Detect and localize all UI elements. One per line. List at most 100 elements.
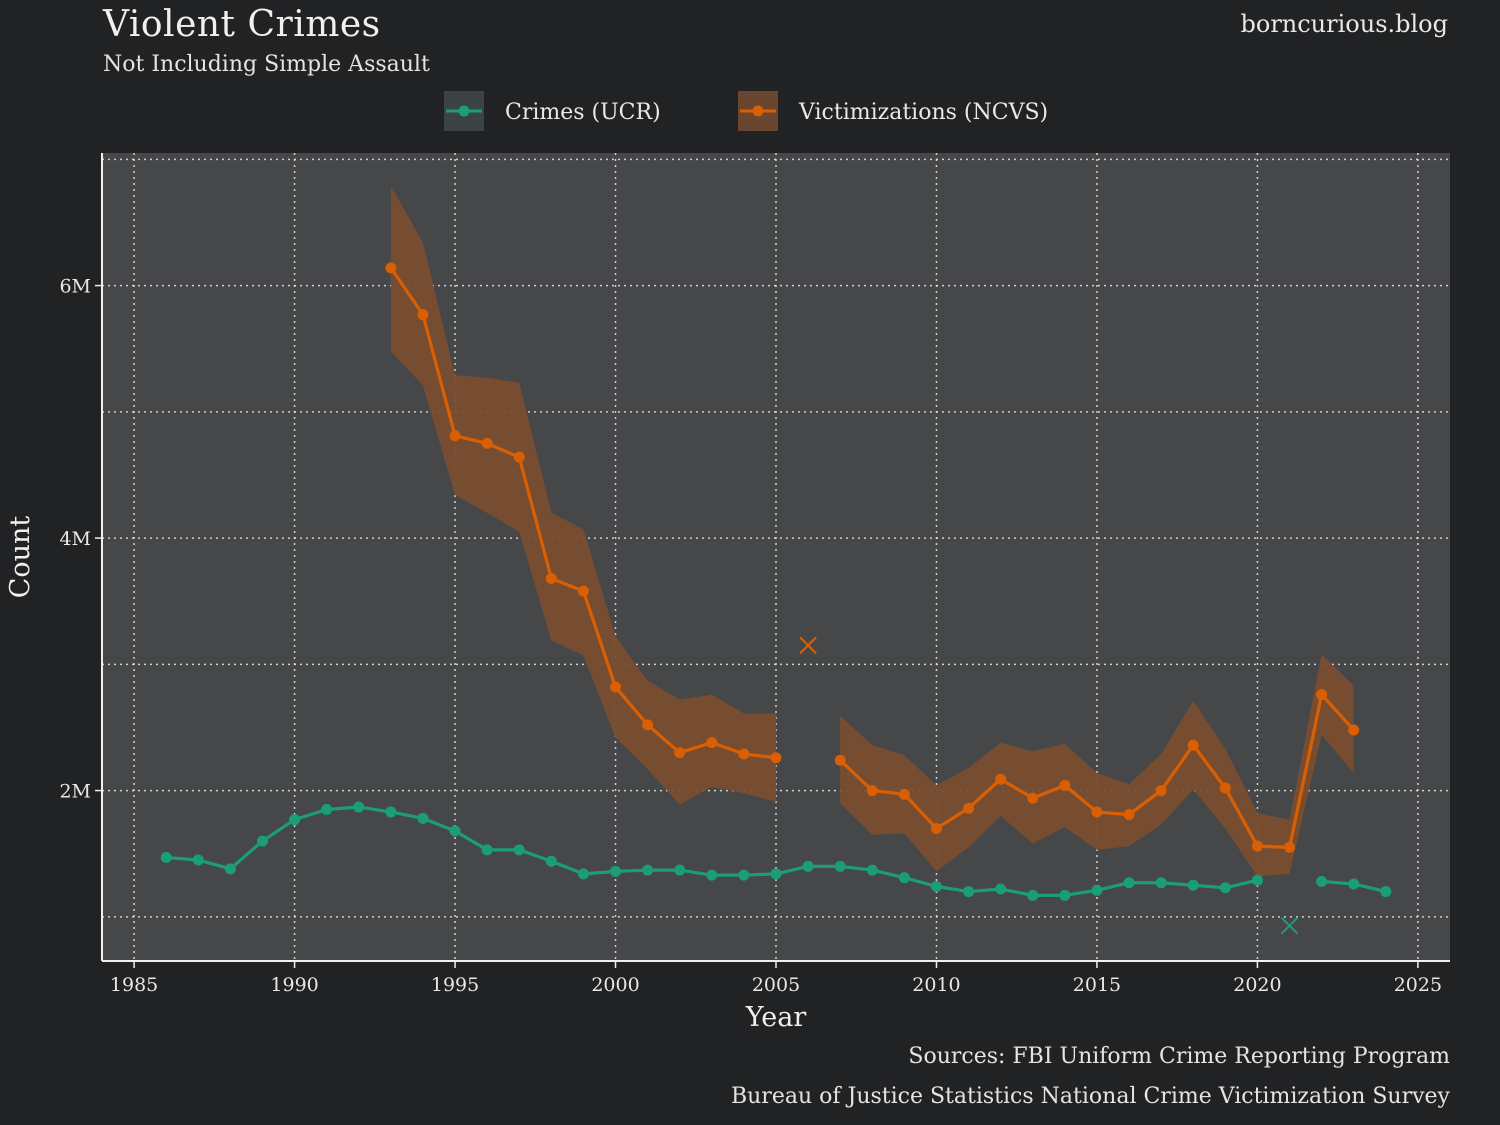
data-point-0-2020 <box>1251 874 1263 886</box>
series-points <box>160 262 1392 935</box>
data-point-1-2010 <box>930 822 942 834</box>
data-point-1-2005 <box>770 752 782 764</box>
data-point-1-2023 <box>1348 724 1360 736</box>
data-point-0-2006 <box>802 860 814 872</box>
data-point-0-1995 <box>449 825 461 837</box>
legend: Crimes (UCR) Victimizations (NCVS) <box>444 91 1048 131</box>
data-point-0-2005 <box>770 868 782 880</box>
data-point-0-1987 <box>192 854 204 866</box>
chart-title: Violent Crimes <box>103 4 381 45</box>
data-point-0-2000 <box>610 865 622 877</box>
x-tick-label-1995: 1995 <box>431 974 479 996</box>
y-axis-title: Count <box>5 516 36 599</box>
x-tick-label-2015: 2015 <box>1073 974 1121 996</box>
data-point-0-1990 <box>289 814 301 826</box>
data-point-0-2015 <box>1091 884 1103 896</box>
data-point-0-2019 <box>1219 882 1231 894</box>
data-point-0-1988 <box>224 863 236 875</box>
data-point-0-2001 <box>642 864 654 876</box>
data-point-0-2010 <box>930 881 942 893</box>
data-point-1-2012 <box>995 773 1007 785</box>
data-point-1-1997 <box>513 451 525 463</box>
data-point-0-2002 <box>674 864 686 876</box>
legend-label: Victimizations (NCVS) <box>798 100 1048 125</box>
data-point-1-2011 <box>963 802 975 814</box>
data-point-0-2009 <box>898 872 910 884</box>
data-point-1-2001 <box>642 719 654 731</box>
data-point-1-2003 <box>706 737 718 749</box>
data-point-1-2002 <box>674 747 686 759</box>
data-point-0-1998 <box>545 855 557 867</box>
data-point-0-1996 <box>481 844 493 856</box>
data-point-1-2015 <box>1091 806 1103 818</box>
x-tick-label-1990: 1990 <box>270 974 318 996</box>
data-point-0-2023 <box>1348 878 1360 890</box>
data-point-1-1999 <box>577 585 589 597</box>
data-point-1-1993 <box>385 262 397 274</box>
data-point-0-1992 <box>353 801 365 813</box>
data-point-1-2013 <box>1027 792 1039 804</box>
x-tick-label-2025: 2025 <box>1394 974 1442 996</box>
data-point-1-1996 <box>481 437 493 449</box>
data-point-0-2017 <box>1155 877 1167 889</box>
x-axis-title: Year <box>745 1002 807 1033</box>
axes: 1985 1990 1995 2000 2005 2010 2015 2020 2025 2M 4M… <box>59 153 1450 996</box>
x-stroke-b <box>1280 916 1299 935</box>
data-point-0-1989 <box>256 835 268 847</box>
source-line-2: Bureau of Justice Statistics National Cr… <box>730 1084 1450 1109</box>
legend-key-point <box>752 105 764 117</box>
x-tick-label-2010: 2010 <box>912 974 960 996</box>
data-point-1-2008 <box>866 785 878 797</box>
data-point-1-2017 <box>1155 785 1167 797</box>
data-point-0-2024 <box>1380 886 1392 898</box>
x-tick-label-2020: 2020 <box>1233 974 1281 996</box>
data-point-1-1994 <box>417 309 429 321</box>
source-line-1: Sources: FBI Uniform Crime Reporting Pro… <box>908 1044 1450 1069</box>
legend-key-point <box>458 105 470 117</box>
data-point-0-2016 <box>1123 877 1135 889</box>
data-point-0-2014 <box>1059 889 1071 901</box>
data-point-1-2004 <box>738 748 750 760</box>
legend-item-0: Crimes (UCR) <box>444 91 661 131</box>
data-point-0-2022 <box>1316 875 1328 887</box>
data-point-1-2021 <box>1284 841 1296 853</box>
y-tick-label-2000000: 2M <box>59 781 91 803</box>
x-tick-label-2005: 2005 <box>752 974 800 996</box>
data-point-1-2014 <box>1059 780 1071 792</box>
chart-subtitle: Not Including Simple Assault <box>103 52 430 77</box>
y-tick-label-4000000: 4M <box>59 528 91 550</box>
data-point-1-2022 <box>1316 689 1328 701</box>
data-point-0-2012 <box>995 883 1007 895</box>
legend-item-1: Victimizations (NCVS) <box>738 91 1048 131</box>
data-point-0-2013 <box>1027 889 1039 901</box>
confidence-bands <box>390 185 1354 877</box>
y-tick-label-6000000: 6M <box>59 276 91 298</box>
data-point-0-2008 <box>866 864 878 876</box>
data-point-0-1994 <box>417 812 429 824</box>
data-point-0-1991 <box>321 804 333 815</box>
data-point-1-1995 <box>449 430 461 442</box>
data-point-0-2007 <box>834 860 846 872</box>
data-point-0-2018 <box>1187 879 1199 891</box>
x-tick-label-2000: 2000 <box>591 974 639 996</box>
excluded-marker-1 <box>799 636 817 655</box>
data-point-1-2016 <box>1123 809 1135 821</box>
confidence-band-1 <box>840 654 1354 877</box>
data-point-0-2003 <box>706 869 718 881</box>
excluded-marker-0 <box>1280 916 1299 935</box>
data-point-1-2009 <box>898 788 910 800</box>
legend-label: Crimes (UCR) <box>505 100 661 125</box>
data-point-1-1998 <box>545 572 557 584</box>
data-point-0-2011 <box>963 886 975 898</box>
data-point-0-1986 <box>160 851 172 863</box>
data-point-1-2000 <box>610 681 622 693</box>
data-point-0-2004 <box>738 869 750 881</box>
data-point-1-2018 <box>1187 739 1199 751</box>
x-tick-label-1985: 1985 <box>110 974 158 996</box>
confidence-band-0 <box>390 185 776 805</box>
data-point-1-2019 <box>1219 782 1231 794</box>
site-credit: borncurious.blog <box>1240 10 1449 38</box>
data-point-0-1993 <box>385 806 397 818</box>
data-point-1-2007 <box>834 754 846 766</box>
